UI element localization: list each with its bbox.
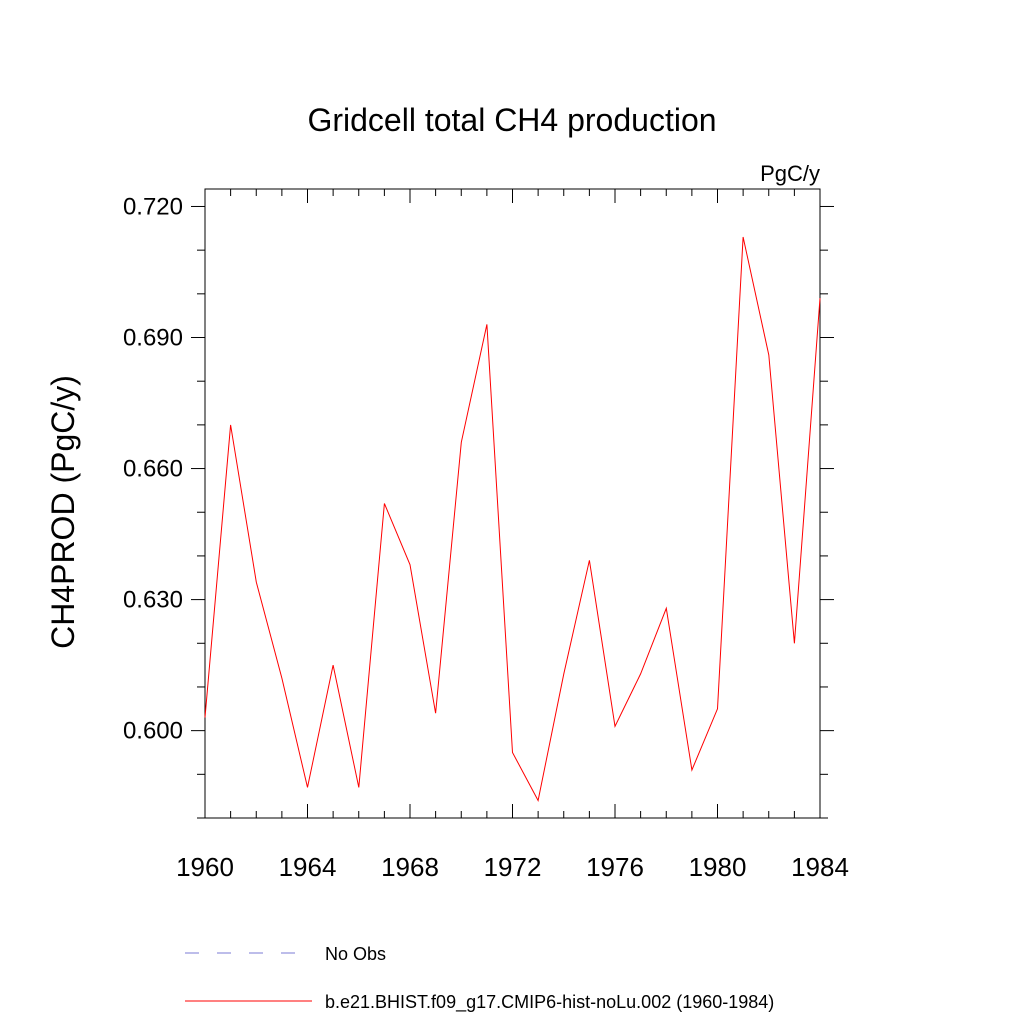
x-tick-label: 1964	[279, 852, 337, 882]
legend: No Obs b.e21.BHIST.f09_g17.CMIP6-hist-no…	[185, 944, 774, 1013]
x-ticks: 1960 1964 1968 1972 1976 1980 1984	[176, 189, 849, 882]
legend-label-no-obs: No Obs	[325, 944, 386, 964]
x-tick-label: 1968	[381, 852, 439, 882]
y-tick-label: 0.660	[123, 456, 183, 483]
y-axis-label: CH4PROD (PgC/y)	[45, 375, 81, 649]
plot-frame	[204, 188, 821, 819]
legend-label-model: b.e21.BHIST.f09_g17.CMIP6-hist-noLu.002 …	[325, 992, 774, 1013]
y-ticks: 0.600 0.630 0.660 0.690 0.720	[123, 193, 834, 819]
x-tick-label: 1972	[484, 852, 542, 882]
y-tick-label: 0.720	[123, 193, 183, 220]
y-tick-label: 0.600	[123, 718, 183, 745]
x-tick-label: 1980	[689, 852, 747, 882]
units-label: PgC/y	[760, 161, 820, 186]
x-tick-label: 1976	[586, 852, 644, 882]
x-tick-label: 1960	[176, 852, 234, 882]
y-tick-label: 0.630	[123, 587, 183, 614]
chart-title: Gridcell total CH4 production	[307, 102, 716, 138]
series-line	[204, 236, 821, 802]
y-tick-label: 0.690	[123, 325, 183, 352]
series-layer	[204, 236, 821, 802]
x-tick-label: 1984	[791, 852, 849, 882]
